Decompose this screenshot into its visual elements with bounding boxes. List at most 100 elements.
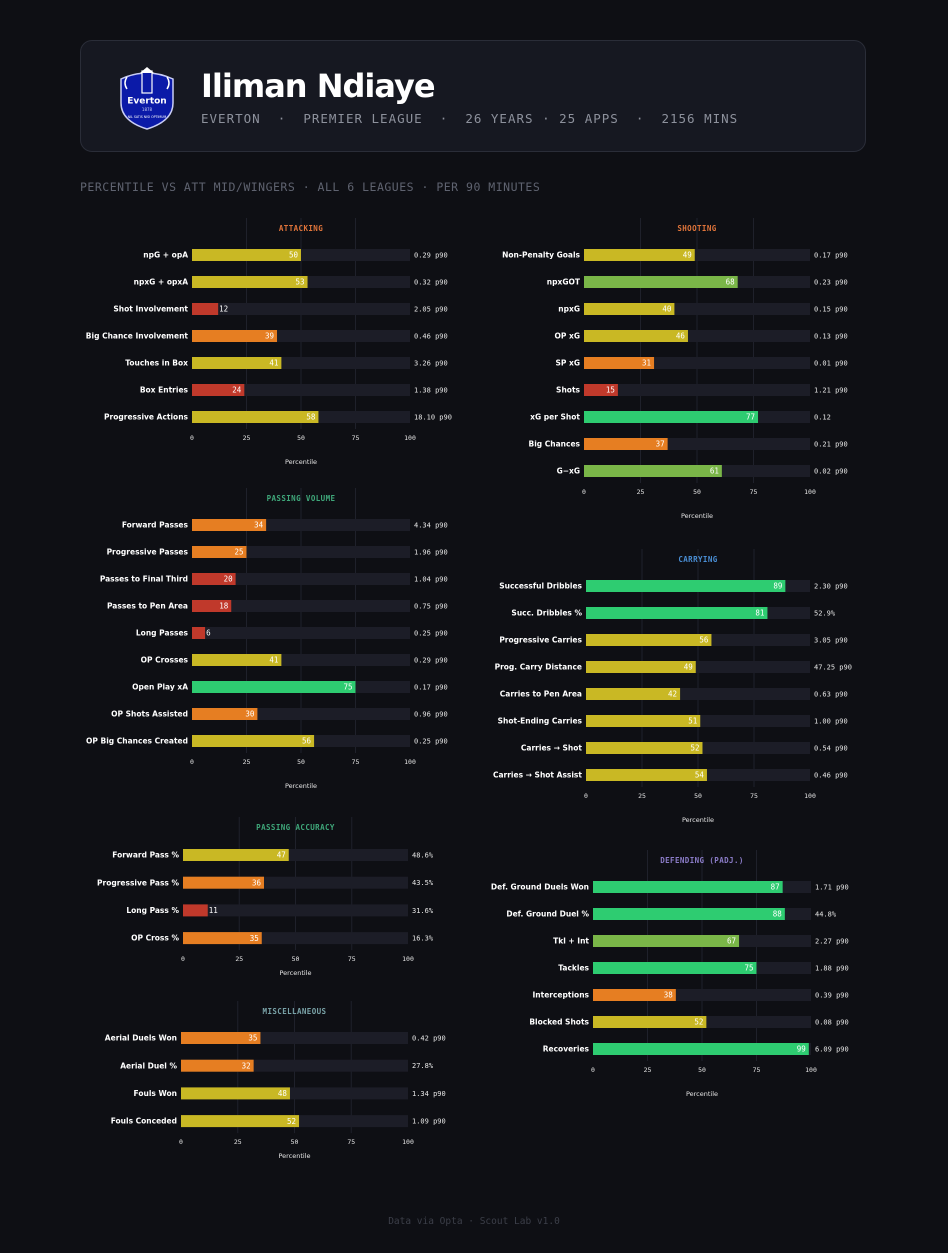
chart-title: ATTACKING — [279, 224, 323, 233]
bar — [181, 1115, 300, 1128]
x-tick-label: 75 — [352, 758, 360, 766]
raw-value-label: 48.6% — [412, 852, 434, 860]
bar-category-label: OP Big Chances Created — [86, 737, 188, 746]
player-age: 26 YEARS — [465, 111, 534, 126]
bar-category-label: SP xG — [555, 359, 580, 368]
x-tick-label: 50 — [694, 792, 702, 800]
bar-value-label: 46 — [676, 332, 686, 341]
x-tick-label: 50 — [297, 758, 305, 766]
x-tick-label: 25 — [235, 955, 243, 963]
raw-value-label: 0.13 p90 — [814, 333, 848, 341]
raw-value-label: 52.9% — [814, 610, 836, 618]
bar-track — [192, 600, 410, 612]
bar-category-label: Non-Penalty Goals — [502, 251, 580, 260]
x-tick-label: 0 — [582, 488, 586, 496]
bar — [586, 607, 768, 619]
raw-value-label: 1.88 p90 — [815, 965, 849, 973]
raw-value-label: 44.8% — [815, 911, 837, 919]
bar-value-label: 56 — [699, 636, 709, 645]
bar-category-label: Progressive Passes — [107, 548, 189, 557]
bar — [593, 962, 757, 974]
bar — [593, 989, 676, 1001]
bar-value-label: 30 — [245, 710, 255, 719]
raw-value-label: 0.08 p90 — [815, 1019, 849, 1027]
x-axis-label: Percentile — [682, 816, 714, 824]
bar-value-label: 53 — [296, 278, 305, 287]
bar-track — [192, 573, 410, 585]
bar — [183, 876, 264, 889]
bar — [586, 688, 681, 700]
bar-value-label: 12 — [219, 305, 228, 314]
x-axis-label: Percentile — [279, 969, 311, 977]
bar-category-label: Fouls Won — [134, 1089, 177, 1098]
raw-value-label: 0.54 p90 — [814, 745, 848, 753]
raw-value-label: 0.39 p90 — [815, 992, 849, 1000]
bar — [584, 357, 655, 369]
raw-value-label: 0.17 p90 — [414, 684, 448, 692]
bar-category-label: npG + opA — [143, 251, 188, 260]
bar-category-label: Interceptions — [532, 991, 589, 1000]
bar-category-label: npxG — [558, 305, 580, 314]
x-tick-label: 75 — [750, 488, 758, 496]
raw-value-label: 0.23 p90 — [814, 279, 848, 287]
bar-category-label: OP xG — [555, 332, 580, 341]
raw-value-label: 18.10 p90 — [414, 414, 452, 422]
x-tick-label: 75 — [352, 434, 360, 442]
bar-category-label: Open Play xA — [132, 683, 188, 692]
raw-value-label: 1.00 p90 — [814, 718, 848, 726]
bar-category-label: Def. Ground Duels Won — [491, 883, 589, 892]
bar-category-label: Aerial Duel % — [120, 1061, 177, 1070]
bar-value-label: 39 — [265, 332, 274, 341]
bar-category-label: OP Crosses — [141, 656, 189, 665]
raw-value-label: 0.63 p90 — [814, 691, 848, 699]
bar — [593, 908, 785, 920]
bar — [586, 634, 712, 646]
raw-value-label: 1.34 p90 — [412, 1090, 446, 1098]
bar-category-label: Forward Passes — [122, 521, 189, 530]
bar — [183, 932, 262, 945]
bar-category-label: Def. Ground Duel % — [506, 910, 589, 919]
bar-value-label: 50 — [289, 251, 299, 260]
chart-passing-accuracy: PASSING ACCURACY Forward Pass % 47 48.6% Pro… — [97, 817, 434, 977]
bar-category-label: Carries to Pen Area — [500, 690, 582, 699]
club-name: EVERTON — [201, 111, 261, 126]
bar — [192, 303, 219, 315]
chart-passing-volume: PASSING VOLUME Forward Passes 34 4.34 p90 Pr… — [86, 488, 448, 790]
raw-value-label: 1.04 p90 — [414, 576, 448, 584]
chart-carrying: CARRYING Successful Dribbles 89 2.30 p90 Suc… — [493, 549, 852, 824]
bar-value-label: 15 — [606, 386, 615, 395]
raw-value-label: 0.42 p90 — [412, 1035, 446, 1043]
bar-value-label: 51 — [688, 717, 697, 726]
raw-value-label: 1.09 p90 — [412, 1118, 446, 1126]
bar-category-label: Passes to Pen Area — [107, 602, 188, 611]
bar — [192, 708, 258, 720]
bar-value-label: 11 — [209, 906, 218, 915]
x-axis-label: Percentile — [278, 1152, 310, 1160]
bar-track — [584, 384, 810, 396]
x-tick-label: 0 — [584, 792, 588, 800]
bar — [584, 465, 722, 477]
raw-value-label: 16.3% — [412, 935, 434, 943]
bar-value-label: 54 — [695, 771, 705, 780]
bar — [192, 546, 247, 558]
x-axis-label: Percentile — [686, 1090, 718, 1098]
bar — [192, 735, 315, 747]
x-tick-label: 50 — [698, 1066, 706, 1074]
raw-value-label: 0.29 p90 — [414, 252, 448, 260]
chart-title: SHOOTING — [677, 224, 716, 233]
x-tick-label: 25 — [644, 1066, 652, 1074]
bar — [192, 384, 245, 396]
bar-value-label: 52 — [694, 1018, 703, 1027]
raw-value-label: 0.02 p90 — [814, 468, 848, 476]
bar-value-label: 20 — [224, 575, 234, 584]
raw-value-label: 2.05 p90 — [414, 306, 448, 314]
chart-title: MISCELLANEOUS — [263, 1007, 327, 1016]
bar-value-label: 88 — [773, 910, 783, 919]
x-tick-label: 75 — [347, 1138, 355, 1146]
bar — [586, 742, 703, 754]
bar — [181, 1059, 254, 1072]
chart-misc: MISCELLANEOUS Aerial Duels Won 35 0.42 p90 A… — [105, 1001, 446, 1160]
bar-value-label: 40 — [662, 305, 672, 314]
bar — [584, 438, 668, 450]
raw-value-label: 0.75 p90 — [414, 603, 448, 611]
